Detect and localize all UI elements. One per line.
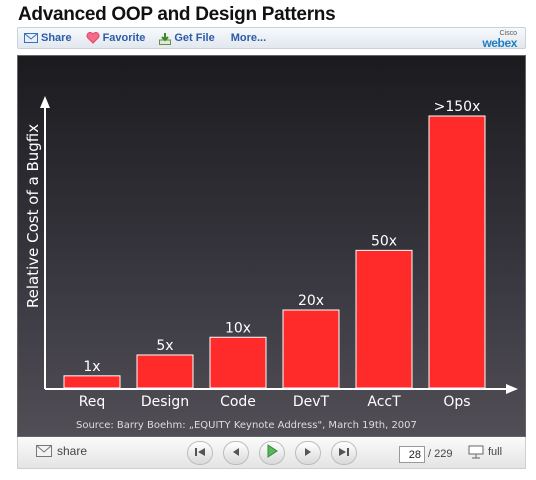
y-axis-arrow (40, 96, 50, 108)
first-slide-button[interactable] (187, 441, 213, 465)
y-axis-label: Relative Cost of a Bugfix (24, 124, 42, 308)
fullscreen-button[interactable]: full (468, 445, 502, 459)
skip-first-icon (194, 444, 206, 462)
presentation-screen-icon (468, 445, 484, 459)
favorite-label: Favorite (102, 32, 146, 44)
category-label: Code (220, 394, 256, 410)
bar-value-label: 50x (371, 233, 397, 249)
category-label: Req (79, 394, 106, 410)
bar-acct (355, 249, 413, 389)
share-button[interactable]: share (36, 444, 87, 458)
play-icon (266, 443, 278, 463)
bar-devt (282, 309, 340, 389)
brand-large: webex (482, 36, 517, 50)
envelope-icon (24, 33, 38, 43)
slide-viewer: Relative Cost of a Bugfix 1x Req 5x Design 1… (17, 55, 526, 437)
bar-value-label: >150x (434, 99, 481, 115)
page-title: Advanced OOP and Design Patterns (18, 4, 336, 25)
play-button[interactable] (259, 441, 285, 465)
share-label: share (57, 444, 88, 458)
share-link[interactable]: Share (24, 32, 72, 44)
bar-value-label: 20x (298, 293, 324, 309)
bar-value-label: 10x (225, 320, 251, 336)
share-label: Share (41, 32, 72, 44)
bar-chart: Relative Cost of a Bugfix 1x Req 5x Design 1… (24, 96, 518, 431)
page-number-input[interactable] (399, 446, 425, 463)
category-label: AccT (367, 394, 401, 410)
category-label: Design (141, 394, 189, 410)
bar-req (63, 375, 121, 389)
bar-code (209, 336, 267, 389)
download-icon (159, 32, 172, 45)
previous-slide-button[interactable] (223, 441, 249, 465)
get-file-label: Get File (174, 32, 215, 44)
favorite-link[interactable]: Favorite (86, 32, 146, 44)
brand-small: Cisco (499, 30, 517, 37)
webex-logo: Cisco webex (482, 29, 517, 50)
more-link[interactable]: More... (231, 32, 266, 44)
x-axis-arrow (506, 384, 518, 394)
page-total: / 229 (428, 448, 453, 460)
more-label: More... (230, 32, 267, 44)
bar-ops (428, 115, 486, 389)
heart-icon (86, 32, 100, 44)
category-label: DevT (293, 394, 330, 410)
skip-last-icon (338, 444, 350, 462)
next-slide-button[interactable] (295, 441, 321, 465)
full-label: full (488, 446, 503, 458)
next-icon (303, 444, 313, 462)
last-slide-button[interactable] (331, 441, 357, 465)
player-controls: share / 229 full (17, 437, 526, 469)
source-note: Source: Barry Boehm: „EQUITY Keynote Add… (76, 420, 417, 431)
get-file-link[interactable]: Get File (159, 32, 215, 45)
bar-design (136, 354, 194, 389)
previous-icon (231, 444, 241, 462)
bar-value-label: 1x (83, 359, 100, 375)
toolbar: Share Favorite Get File More... Cisco we… (17, 27, 526, 49)
envelope-icon (36, 445, 52, 457)
bar-value-label: 5x (156, 338, 173, 354)
category-label: Ops (443, 394, 470, 410)
